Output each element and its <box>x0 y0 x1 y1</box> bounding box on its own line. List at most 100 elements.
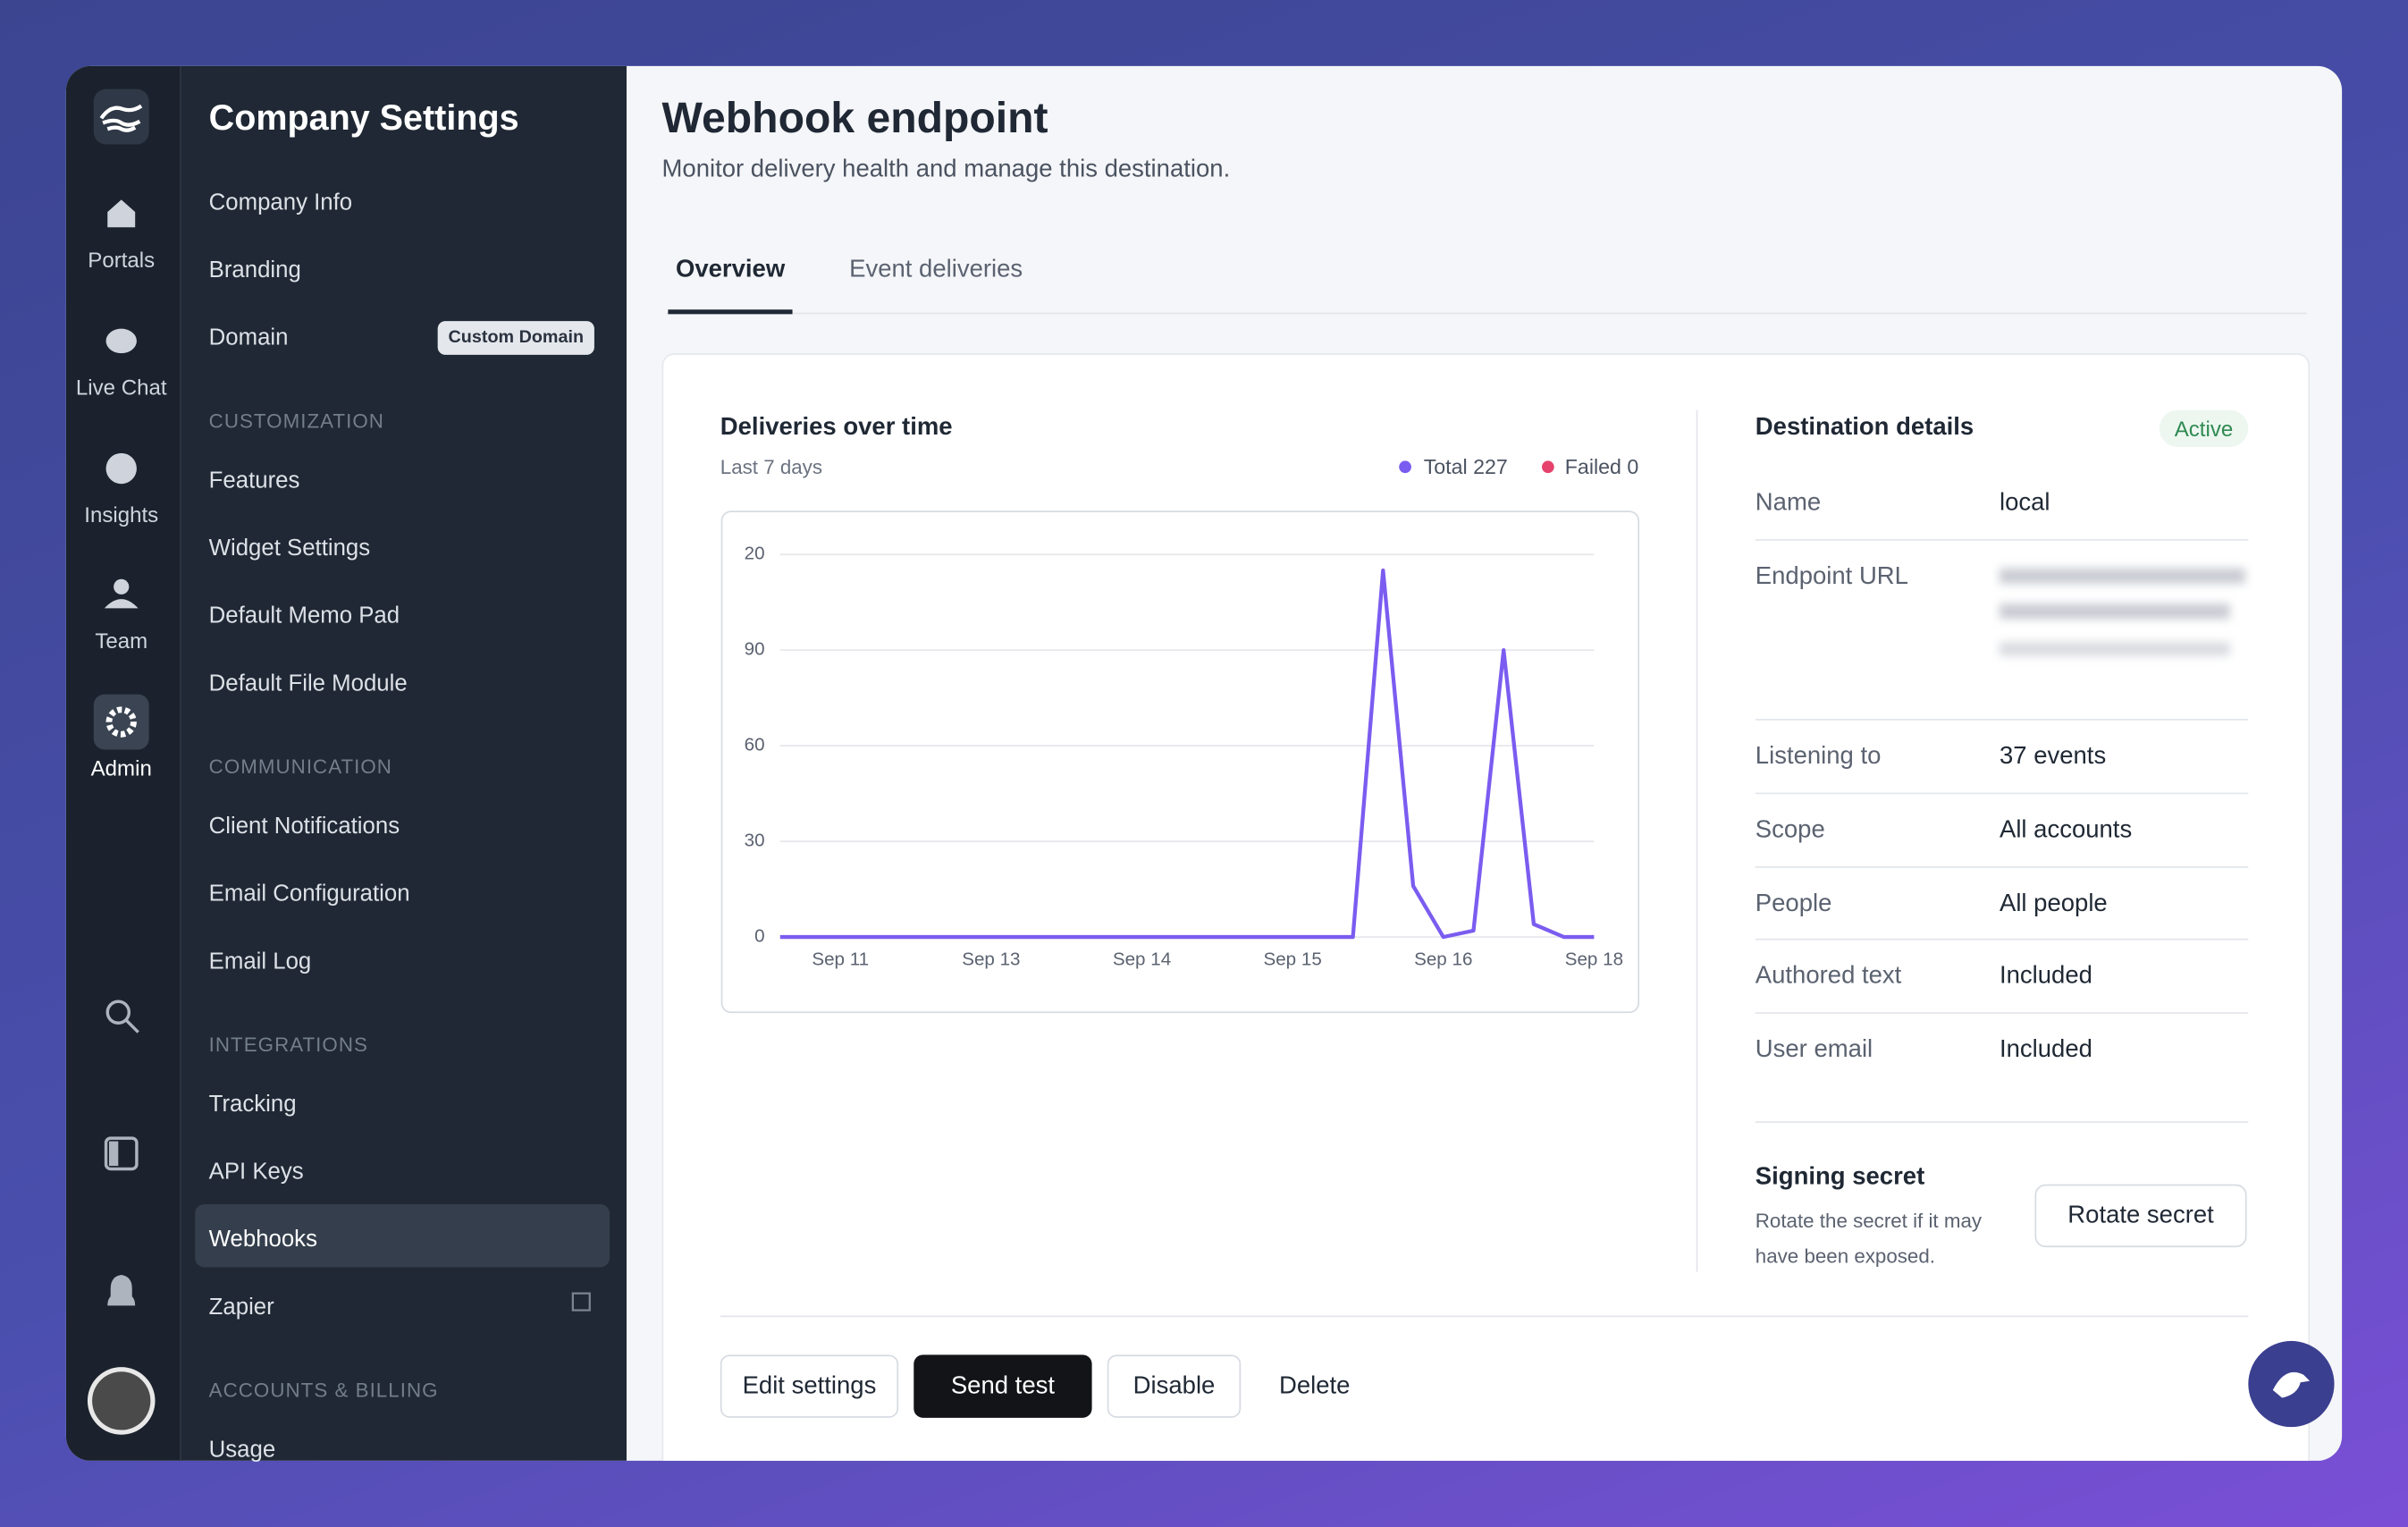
badge-text: Custom Domain <box>448 328 585 348</box>
icon-panel-fill <box>108 1141 119 1167</box>
action-label[interactable]: Edit settings <box>742 1372 877 1400</box>
window-bottom-mask <box>66 1461 2342 1527</box>
nav-heading: INTEGRATIONS <box>208 1033 368 1057</box>
detail-value: local <box>1999 490 2050 517</box>
nav-item[interactable]: Branding <box>208 257 301 283</box>
legend-dot <box>1541 460 1554 474</box>
x-tick-label: Sep 11 <box>812 949 869 969</box>
nav-item[interactable]: Usage <box>208 1437 276 1464</box>
nav-item[interactable]: Company Info <box>208 190 353 216</box>
signing-text: Rotate the secret if it may have been ex… <box>1755 1209 1983 1268</box>
nav-item[interactable]: Tracking <box>208 1091 297 1118</box>
nav-heading: COMMUNICATION <box>208 755 392 779</box>
nav-item[interactable]: Email Configuration <box>208 881 410 907</box>
admin-highlight <box>93 694 149 750</box>
nav-item[interactable]: Default Memo Pad <box>208 603 400 629</box>
nav-heading: ACCOUNTS & BILLING <box>208 1379 439 1402</box>
detail-label: Listening to <box>1755 743 1882 770</box>
row-divider <box>1755 938 2249 941</box>
chart-title: Deliveries over time <box>720 414 953 442</box>
row-divider <box>1755 1012 2249 1014</box>
icon-rail <box>65 65 181 1461</box>
nav-item[interactable]: Client Notifications <box>208 813 400 839</box>
line <box>779 568 1595 940</box>
nav-item[interactable]: API Keys <box>208 1159 304 1185</box>
detail-value: 37 events <box>1999 743 2107 770</box>
x-tick-label: Sep 15 <box>1263 949 1321 969</box>
rotate-button[interactable] <box>2034 1184 2247 1248</box>
nav-item[interactable]: Email Log <box>208 948 312 975</box>
y-tick-label: 20 <box>745 544 765 564</box>
badge <box>437 321 594 355</box>
detail-value: All accounts <box>1999 817 2133 844</box>
row-divider <box>1755 866 2249 868</box>
nav-item[interactable]: Widget Settings <box>208 535 371 561</box>
rail-label[interactable]: Live Chat <box>75 375 167 400</box>
blur-bar <box>1999 642 2230 656</box>
blur-bar <box>1999 603 2230 620</box>
nav-item[interactable]: Domain <box>208 325 289 351</box>
help-icon <box>2272 1371 2311 1398</box>
rail-label[interactable]: Team <box>95 628 148 654</box>
tab[interactable]: Event deliveries <box>849 256 1023 283</box>
detail-label: Endpoint URL <box>1755 563 1908 590</box>
detail-value: Included <box>1999 963 2092 990</box>
nav-item[interactable]: Default File Module <box>208 670 408 697</box>
nav-item[interactable]: Zapier <box>208 1294 274 1320</box>
detail-label: Authored text <box>1755 963 1902 990</box>
page-title: Webhook endpoint <box>661 93 1048 142</box>
detail-value: All people <box>1999 890 2108 917</box>
legend-label: Failed 0 <box>1564 455 1639 479</box>
action-label[interactable]: Send test <box>950 1372 1056 1400</box>
icon-team <box>114 578 130 595</box>
x-tick-label: Sep 13 <box>962 949 1020 969</box>
nav-item[interactable]: Webhooks <box>208 1226 317 1253</box>
x-tick-label: Sep 18 <box>1565 949 1623 969</box>
chart-subtitle: Last 7 days <box>720 455 823 479</box>
rail-label[interactable]: Insights <box>84 502 159 527</box>
x-tick-label: Sep 16 <box>1414 949 1472 969</box>
icon-team-body <box>104 599 139 609</box>
action-label[interactable]: Disable <box>1132 1372 1216 1400</box>
details-title: Destination details <box>1755 414 1974 442</box>
row-divider <box>1755 792 2249 795</box>
icon-insights <box>105 452 137 485</box>
chart-frame <box>720 510 1640 1014</box>
legend-dot <box>1399 460 1411 474</box>
nav-item[interactable]: Features <box>208 468 300 494</box>
rotate-button-label[interactable]: Rotate secret <box>2067 1202 2214 1229</box>
tab[interactable]: Overview <box>675 256 786 283</box>
x-tick-label: Sep 14 <box>1113 949 1171 969</box>
external-link-icon <box>571 1292 591 1312</box>
avatar <box>92 1371 151 1430</box>
rail-label[interactable]: Admin <box>90 755 152 780</box>
detail-label: User email <box>1755 1036 1873 1063</box>
icon-search[interactable] <box>105 1000 131 1025</box>
active-item-bg <box>195 1203 610 1268</box>
icon-chat <box>105 328 137 354</box>
icon-search-handle <box>124 1018 139 1033</box>
y-tick-label: 0 <box>754 925 764 946</box>
action-label[interactable]: Delete <box>1278 1372 1351 1400</box>
action-button[interactable] <box>914 1354 1092 1418</box>
logo <box>93 89 149 145</box>
action-button[interactable] <box>720 1354 899 1418</box>
page-subtitle: Monitor delivery health and manage this … <box>661 156 1231 183</box>
icon-bell[interactable] <box>107 1275 136 1306</box>
icon-portals <box>107 199 136 228</box>
detail-label: Scope <box>1755 817 1825 844</box>
sidebar-title: Company Settings <box>208 97 519 138</box>
action-button[interactable] <box>1107 1354 1242 1418</box>
row-divider <box>1755 539 2249 541</box>
y-tick-label: 90 <box>745 639 765 660</box>
logo-mark <box>99 104 143 132</box>
icon-panel[interactable] <box>104 1136 139 1171</box>
rail-label[interactable]: Portals <box>88 247 156 273</box>
status-pill <box>2159 409 2249 447</box>
status: Active <box>2174 416 2234 442</box>
blur-bar <box>1999 568 2245 584</box>
detail-label: People <box>1755 890 1832 917</box>
